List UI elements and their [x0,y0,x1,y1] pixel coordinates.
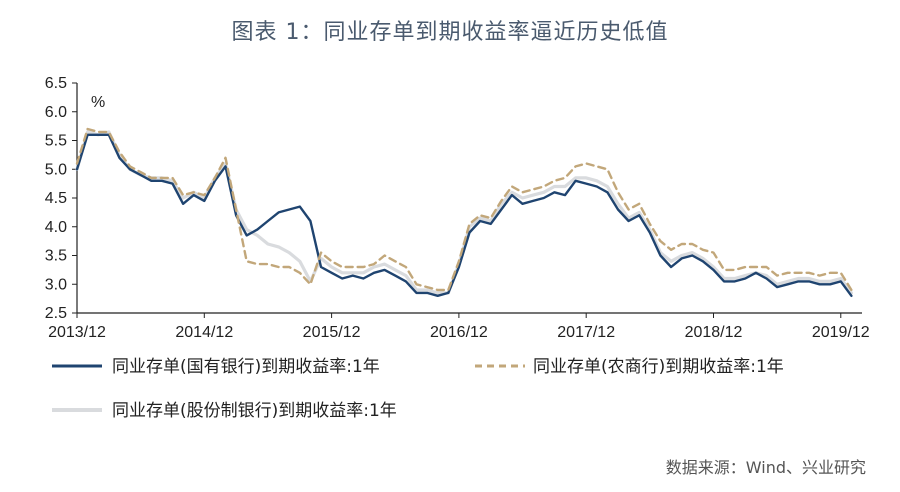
legend-label: 同业存单(国有银行)到期收益率:1年 [112,357,380,377]
series-line-joint-stock [75,130,854,295]
y-tick-label: 6.5 [45,75,67,92]
y-unit-label: % [91,94,105,111]
series-line-state-owned [75,133,853,297]
x-axis: 2013/12 2014/12 2015/12 2016/12 2017/12 2018/… [48,312,870,341]
x-tick-label: 2013/12 [48,324,106,341]
x-tick-label: 2015/12 [303,324,361,341]
series-line-rural-commercial [75,127,853,292]
chart-title: 图表 1：同业存单到期收益率逼近历史低值 [231,20,669,45]
x-tick-label: 2018/12 [685,324,743,341]
y-tick-label: 6.0 [45,104,67,121]
x-tick-label: 2016/12 [430,324,488,341]
series-layer [75,127,854,297]
legend-label: 同业存单(农商行)到期收益率:1年 [533,357,784,377]
source-note: 数据来源：Wind、兴业研究 [665,458,866,477]
x-tick-label: 2014/12 [175,324,233,341]
y-tick-label: 5.5 [45,133,67,150]
legend-label: 同业存单(股份制银行)到期收益率:1年 [112,401,397,421]
y-tick-label: 2.5 [45,305,67,322]
y-tick-label: 3.0 [45,276,67,293]
y-axis: 2.5 3.0 3.5 4.0 4.5 5.0 5.5 6.0 6.5 [45,75,78,322]
y-tick-label: 5.0 [45,161,67,178]
legend: 同业存单(国有银行)到期收益率:1年 同业存单(农商行)到期收益率:1年同业存单(… [52,357,784,421]
y-tick-label: 4.0 [45,219,67,236]
y-tick-label: 4.5 [45,190,67,207]
x-tick-label: 2019/12 [812,324,870,341]
y-tick-label: 3.5 [45,248,67,265]
x-tick-label: 2017/12 [557,324,615,341]
